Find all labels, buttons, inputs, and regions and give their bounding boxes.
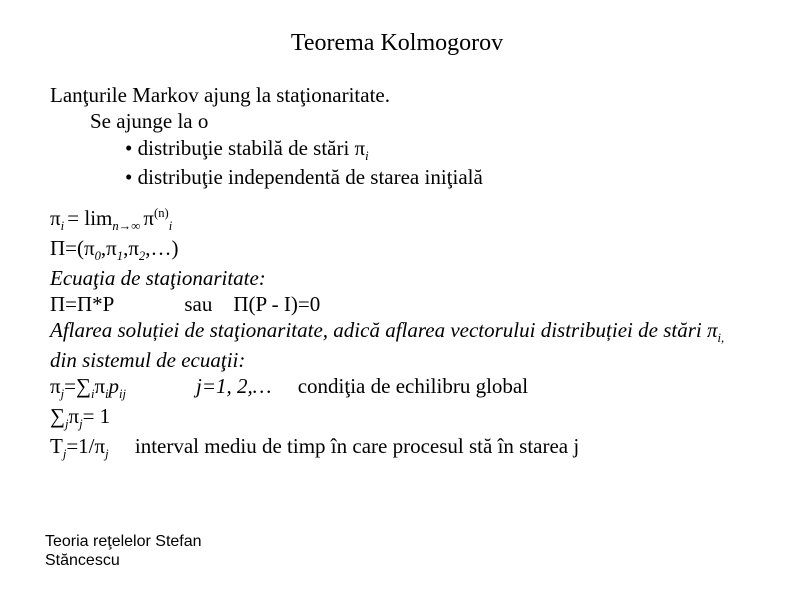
footer-line-1: Teoria reţelelor Stefan — [45, 532, 202, 551]
eq8-a: T — [50, 434, 63, 458]
eq6-d: p — [109, 374, 120, 398]
eq-limit: πi = limn→∞ π(n)i — [50, 205, 744, 235]
slide-body: Lanţurile Markov ajung la staţionaritate… — [50, 82, 744, 463]
eq5-b: din sistemul de ecuaţii: — [50, 348, 245, 372]
eq1-pi2-sup: (n) — [154, 206, 169, 220]
eq1-pi: π — [50, 206, 61, 230]
eq8-b-sub: j — [105, 447, 109, 461]
eq-sum-one: ∑jπj= 1 — [50, 403, 744, 433]
eq6-a: π — [50, 374, 61, 398]
eq7-a: ∑ — [50, 404, 65, 428]
eq-mean-time: Tj=1/πj interval mediu de timp în care p… — [50, 433, 744, 463]
eq2-d: ,…) — [145, 236, 178, 260]
eq7-b: π — [68, 404, 79, 428]
eq1-lim-sub: n→∞ — [112, 219, 143, 233]
bullet-1: distribuţie stabilă de stări πi — [50, 135, 744, 165]
eq-stationarity-title: Ecuaţia de staţionaritate: — [50, 265, 744, 291]
eq5-a-sub: i, — [718, 331, 725, 345]
eq1-lim: = lim — [67, 206, 112, 230]
bullet-1-sub: i — [365, 149, 369, 163]
eq8-text: interval mediu de timp în care procesul … — [135, 434, 579, 458]
eq2-a: Π=(π — [50, 236, 95, 260]
eq6-b: =∑ — [64, 374, 91, 398]
footer: Teoria reţelelor Stefan Stăncescu — [45, 532, 202, 570]
footer-line-2: Stăncescu — [45, 551, 202, 570]
eq6-c: π — [94, 374, 105, 398]
eq6-e: condiţia de echilibru global — [298, 374, 528, 398]
slide: Teorema Kolmogorov Lanţurile Markov ajun… — [0, 0, 794, 595]
slide-title: Teorema Kolmogorov — [50, 30, 744, 57]
bullet-1-text: distribuţie stabilă de stări π — [138, 136, 366, 160]
eq8-b: =1/π — [66, 434, 105, 458]
eq5-a: Aflarea soluției de staţionaritate, adic… — [50, 318, 718, 342]
eq6-d-sub: ij — [119, 387, 126, 401]
eq6-mid: j=1, 2,… — [196, 374, 271, 398]
eq4-b: Π(P - I)=0 — [233, 292, 320, 316]
intro-line: Lanţurile Markov ajung la staţionaritate… — [50, 82, 744, 108]
eq4-mid: sau — [184, 292, 212, 316]
eq-stationarity: Π=Π*P sau Π(P - I)=0 — [50, 291, 744, 317]
eq2-b: ,π — [101, 236, 117, 260]
eq-balance: πj=∑iπipijj=1, 2,… condiţia de echilibru… — [50, 373, 744, 403]
eq-Pi-vector: Π=(π0,π1,π2,…) — [50, 235, 744, 265]
eq1-pi2: π — [143, 206, 154, 230]
eq2-c: ,π — [123, 236, 139, 260]
eq7-c: = 1 — [83, 404, 111, 428]
bullet-2: distribuţie independentă de starea iniţi… — [50, 164, 744, 190]
eq1-pi2-sub: i — [169, 219, 173, 233]
eq4-a: Π=Π*P — [50, 292, 114, 316]
intro-sub: Se ajunge la o — [50, 108, 744, 134]
eq-solution-text: Aflarea soluției de staţionaritate, adic… — [50, 317, 744, 373]
